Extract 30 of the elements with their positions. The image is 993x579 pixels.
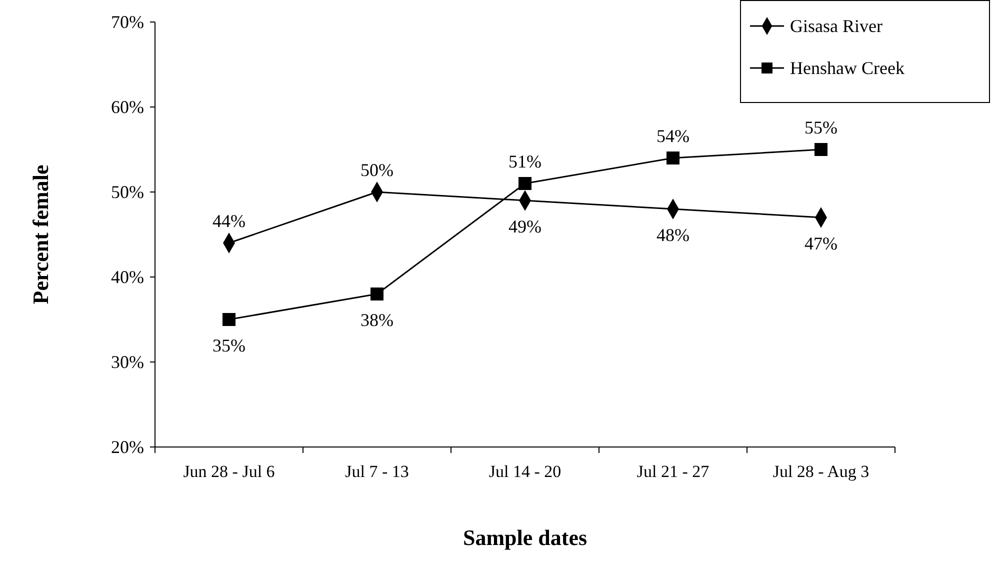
legend-label: Henshaw Creek <box>790 58 904 78</box>
data-label: 47% <box>804 234 838 254</box>
data-label: 50% <box>360 160 394 180</box>
data-label: 49% <box>508 216 542 236</box>
data-label: 48% <box>656 225 690 245</box>
x-tick-label: Jun 28 - Jul 6 <box>183 462 275 482</box>
x-tick-label: Jul 7 - 13 <box>345 462 409 482</box>
x-tick-label: Jul 14 - 20 <box>488 462 562 482</box>
point <box>666 152 680 164</box>
legend-label: Gisasa River <box>790 16 882 36</box>
point <box>814 143 828 156</box>
y-tick-label: 40% <box>111 266 144 287</box>
x-tick-label: Jul 28 - Aug 3 <box>772 462 870 482</box>
data-label: 38% <box>360 310 394 330</box>
x-tick-label: Jul 21 - 27 <box>636 462 710 482</box>
point <box>518 177 532 190</box>
data-label: 51% <box>508 152 542 172</box>
y-axis-title: Percent female <box>28 164 53 304</box>
data-label: 35% <box>212 336 246 356</box>
data-label: 54% <box>656 126 690 146</box>
data-label: 44% <box>212 211 246 231</box>
point <box>370 288 384 300</box>
y-tick-label: 60% <box>111 96 144 117</box>
y-tick-label: 70% <box>111 12 144 32</box>
data-label: 55% <box>804 118 838 138</box>
y-tick-label: 50% <box>111 182 144 202</box>
y-tick-label: 20% <box>111 436 144 457</box>
y-tick-label: 30% <box>111 352 144 372</box>
point <box>222 313 236 326</box>
x-axis-title: Sample dates <box>462 525 588 550</box>
